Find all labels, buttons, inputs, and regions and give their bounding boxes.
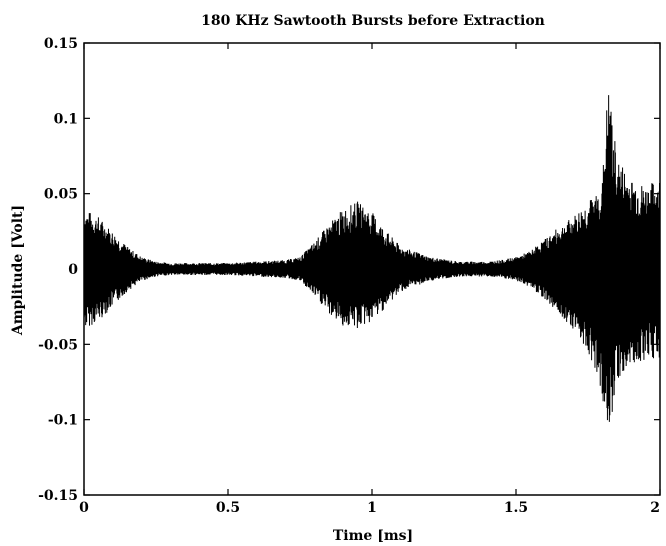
y-tick-label: 0.15 (44, 36, 78, 52)
y-tick-label: 0.1 (54, 111, 78, 127)
x-axis-label: Time [ms] (333, 528, 413, 544)
y-axis-label: Amplitude [Volt] (10, 205, 26, 336)
y-tick-label: -0.15 (38, 488, 78, 504)
x-axis: 0 0.5 1 1.5 2 (79, 43, 661, 516)
y-tick-label: -0.1 (48, 413, 78, 429)
x-tick-label: 1 (367, 500, 377, 516)
x-tick-label: 0 (79, 500, 89, 516)
plot-area (83, 95, 661, 422)
x-tick-label: 1.5 (504, 500, 528, 516)
y-tick-label: 0 (68, 262, 78, 278)
x-tick-label: 0.5 (216, 500, 240, 516)
signal-series-line (83, 95, 661, 422)
chart-title: 180 KHz Sawtooth Bursts before Extractio… (201, 13, 545, 29)
y-tick-label: 0.05 (44, 187, 78, 203)
y-tick-label: -0.05 (38, 337, 78, 353)
y-axis: 0.15 0.1 0.05 0 -0.05 -0.1 -0.15 (38, 36, 660, 504)
x-tick-label: 2 (650, 500, 660, 516)
